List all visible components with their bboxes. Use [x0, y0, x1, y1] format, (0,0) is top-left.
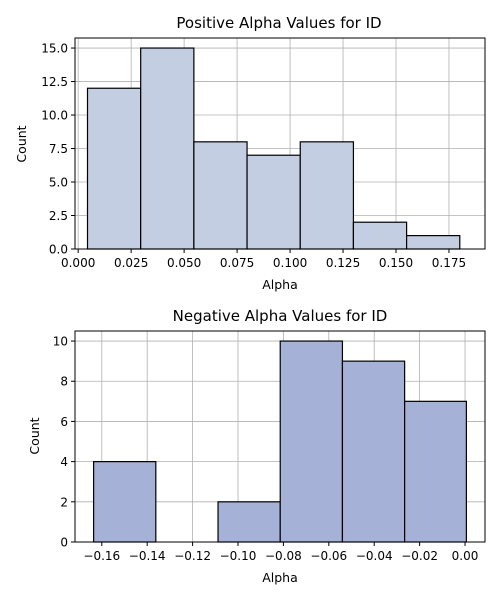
x-axis-ticks: −0.16 −0.14 −0.12 −0.10 −0.08 −0.06 −0.04 −0.02…	[83, 542, 478, 563]
x-tick-label: 0.100	[273, 256, 307, 270]
x-axis-label: Alpha	[262, 570, 298, 585]
x-tick-label: −0.16	[83, 549, 120, 563]
x-tick-label: 0.000	[61, 256, 95, 270]
y-tick-label: 10	[53, 335, 68, 349]
y-tick-label: 2	[60, 495, 68, 509]
y-tick-label: 15.0	[41, 42, 68, 56]
x-tick-label: 0.050	[167, 256, 201, 270]
histogram-bar	[406, 235, 461, 250]
x-tick-label: −0.02	[401, 549, 438, 563]
y-axis-label: Count	[14, 125, 29, 162]
histogram-bar	[93, 461, 157, 543]
y-axis-ticks: 0 2 4 6 8 10	[53, 335, 75, 550]
x-tick-label: 0.075	[220, 256, 254, 270]
y-axis-label: Count	[27, 417, 42, 454]
y-tick-label: 4	[60, 455, 68, 469]
histogram-bar	[193, 141, 248, 250]
y-tick-label: 12.5	[41, 75, 68, 89]
histogram-bar	[140, 47, 195, 250]
negative-alpha-panel: Negative Alpha Values for ID −0.16 −0.14−…	[27, 307, 486, 585]
x-tick-label: 0.150	[379, 256, 413, 270]
chart-title: Negative Alpha Values for ID	[173, 307, 388, 325]
x-tick-label: −0.12	[174, 549, 211, 563]
y-tick-label: 0	[60, 536, 68, 550]
histogram-bar	[217, 501, 281, 543]
y-tick-label: 10.0	[41, 109, 68, 123]
histogram-bar	[404, 400, 467, 543]
y-tick-label: 0.0	[49, 243, 68, 257]
x-tick-label: 0.125	[326, 256, 360, 270]
histogram-bar	[352, 221, 408, 250]
y-tick-label: 6	[60, 415, 68, 429]
y-tick-label: 5.0	[49, 176, 68, 190]
x-tick-label: −0.10	[220, 549, 257, 563]
x-tick-label: −0.14	[129, 549, 166, 563]
x-tick-label: 0.00	[452, 549, 479, 563]
plot-frame	[74, 37, 486, 250]
x-tick-label: 0.175	[432, 256, 466, 270]
histogram-bars	[93, 340, 467, 543]
x-axis-label: Alpha	[262, 277, 298, 292]
chart-title: Positive Alpha Values for ID	[176, 14, 381, 32]
y-tick-label: 2.5	[49, 209, 68, 223]
histogram-bars	[86, 47, 461, 250]
histogram-bar	[279, 340, 344, 543]
y-tick-label: 8	[60, 375, 68, 389]
histogram-bar	[299, 141, 355, 250]
y-tick-label: 7.5	[49, 142, 68, 156]
positive-alpha-panel: Positive Alpha Values for ID 0.000 0.025 0…	[14, 14, 486, 292]
x-tick-label: 0.025	[114, 256, 148, 270]
x-tick-label: −0.04	[356, 549, 393, 563]
histogram-bar	[86, 87, 142, 250]
histogram-bar	[341, 360, 406, 543]
plot-frame	[74, 330, 486, 543]
x-axis-ticks: 0.000 0.025 0.050 0.075 0.100 0.125 0.150 0.175	[61, 249, 466, 270]
y-axis-ticks: 0.0 2.5 5.0 7.5 10.0 12.5 15.0	[41, 42, 75, 257]
x-tick-label: −0.06	[310, 549, 347, 563]
x-tick-label: −0.08	[265, 549, 302, 563]
histogram-bar	[246, 154, 301, 250]
